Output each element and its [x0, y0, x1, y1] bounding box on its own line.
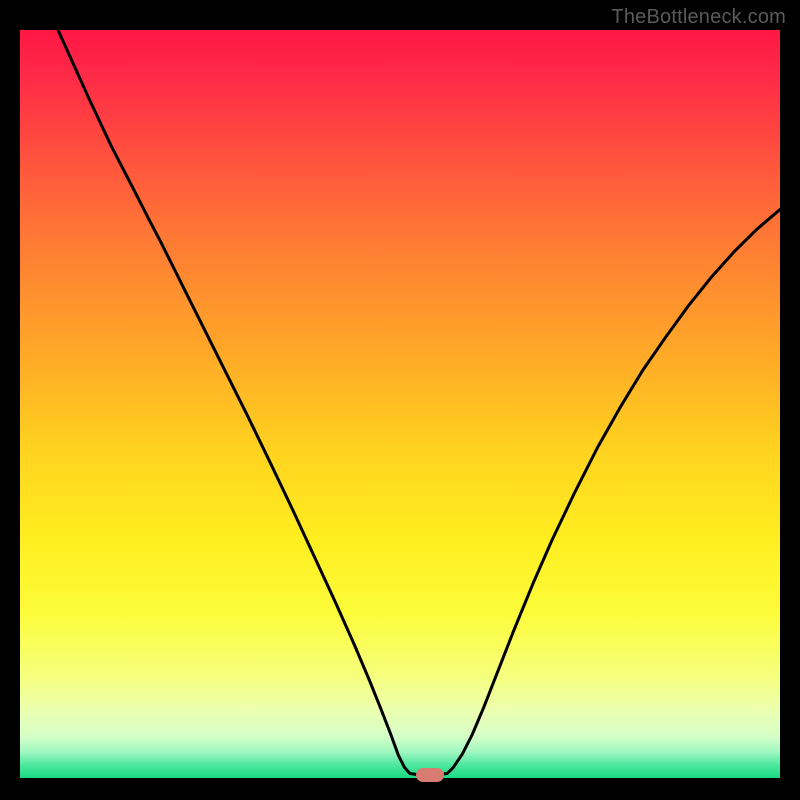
optimum-marker — [416, 768, 444, 782]
watermark-text: TheBottleneck.com — [611, 6, 786, 29]
plot-svg — [20, 30, 780, 778]
gradient-background — [20, 30, 780, 778]
plot-area — [20, 30, 780, 778]
chart-container: TheBottleneck.com — [0, 0, 800, 800]
